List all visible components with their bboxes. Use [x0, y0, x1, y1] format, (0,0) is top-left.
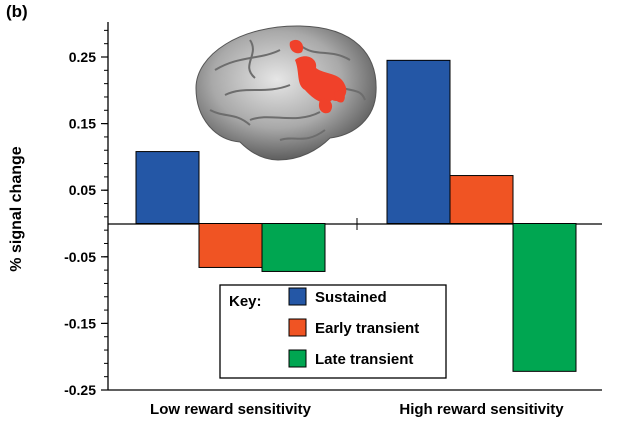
x-tick-labels: Low reward sensitivity High reward sensit…: [150, 401, 564, 418]
panel-label: (b): [6, 2, 28, 21]
bar-early-transient: [198, 223, 263, 268]
legend-swatch: [288, 318, 307, 337]
y-tick-label: 0.25: [69, 49, 96, 65]
bar-sustained: [135, 151, 200, 225]
legend-swatch: [288, 349, 307, 368]
legend-title: Key:: [229, 293, 262, 310]
legend-label: Sustained: [315, 289, 387, 306]
legend-label: Early transient: [315, 320, 419, 337]
y-axis-ticks: 0.25 0.15 0.05 -0.05 -0.15 -0.25: [64, 29, 108, 398]
y-tick-label: 0.05: [69, 182, 96, 198]
x-category-label: High reward sensitivity: [399, 401, 564, 418]
y-tick-label: 0.15: [69, 116, 96, 132]
bar-sustained: [386, 59, 451, 224]
legend-label: Late transient: [315, 351, 413, 368]
x-category-label: Low reward sensitivity: [150, 401, 312, 418]
legend: Key: Sustained Early transient Late transi…: [219, 284, 447, 379]
bars: [135, 59, 577, 372]
brain-inset: [195, 25, 377, 161]
bar-early-transient: [449, 175, 514, 225]
y-tick-label: -0.25: [64, 382, 96, 398]
legend-box: [219, 284, 447, 379]
bar-late-transient: [261, 223, 326, 272]
y-tick-label: -0.15: [64, 315, 96, 331]
legend-swatch: [288, 287, 307, 306]
bar-late-transient: [512, 223, 577, 372]
y-tick-label: -0.05: [64, 249, 96, 265]
